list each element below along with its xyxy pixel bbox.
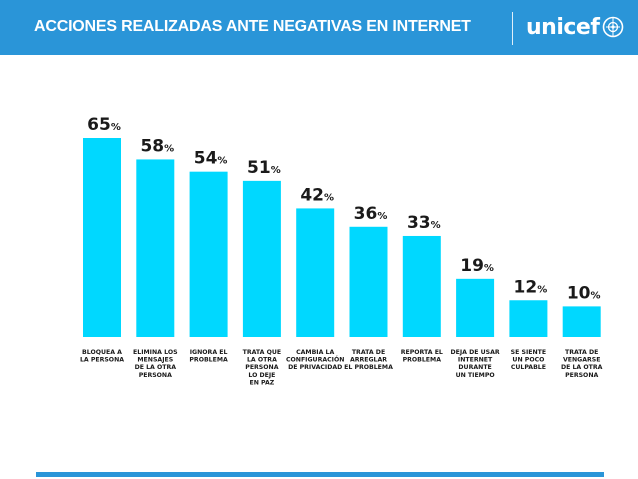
category-label-8: DEJA DE USAR INTERNET DURANTE UN TIEMPO	[451, 349, 500, 379]
category-label-5: CAMBIA LA CONFIGURACIÓN DE PRIVACIDAD	[286, 349, 344, 371]
category-label-3: IGNORA EL PROBLEMA	[189, 349, 228, 364]
value-label-6: 36%	[354, 204, 388, 224]
value-label-2: 58%	[140, 136, 174, 156]
bar-2	[136, 159, 175, 337]
bar-10	[562, 306, 601, 337]
value-label-3: 54%	[194, 149, 228, 169]
value-label-4: 51%	[247, 158, 281, 178]
footer-line	[36, 472, 604, 477]
value-label-9: 12%	[514, 277, 548, 297]
value-label-1: 65%	[87, 115, 121, 135]
bar-chart: 65% BLOQUEA A LA PERSONA 58% ELIMINA LOS MENS…	[80, 115, 603, 386]
brand-name: unicef	[526, 14, 600, 40]
category-label-4: TRATA QUE LA OTRA PERSONA LO DEJE EN PAZ	[243, 349, 282, 386]
header-divider	[512, 12, 513, 45]
category-label-1: BLOQUEA A LA PERSONA	[80, 349, 124, 364]
header-bar: ACCIONES REALIZADAS ANTE NEGATIVAS EN IN…	[0, 0, 638, 55]
bar-1	[83, 138, 121, 337]
value-label-8: 19%	[460, 256, 494, 276]
bar-8	[456, 278, 495, 337]
value-label-10: 10%	[567, 283, 601, 303]
category-label-7: REPORTA EL PROBLEMA	[401, 349, 443, 364]
unicef-globe-icon	[603, 16, 624, 38]
brand-logo: unicef	[526, 10, 624, 44]
bar-4	[242, 180, 281, 337]
bar-5	[296, 208, 335, 337]
bar-3	[189, 171, 228, 337]
category-label-9: SE SIENTE UN POCO CULPABLE	[511, 349, 546, 371]
category-label-10: TRATA DE VENGARSE DE LA OTRA PERSONA	[561, 349, 603, 379]
page-title: ACCIONES REALIZADAS ANTE NEGATIVAS EN IN…	[34, 18, 471, 35]
bar-7	[402, 235, 441, 337]
category-label-6: TRATA DE ARREGLAR EL PROBLEMA	[344, 349, 393, 371]
bar-6	[349, 226, 388, 337]
bar-9	[509, 300, 548, 337]
value-label-5: 42%	[300, 185, 334, 205]
value-label-7: 33%	[407, 213, 441, 233]
category-label-2: ELIMINA LOS MENSAJES DE LA OTRA PERSONA	[133, 349, 178, 379]
